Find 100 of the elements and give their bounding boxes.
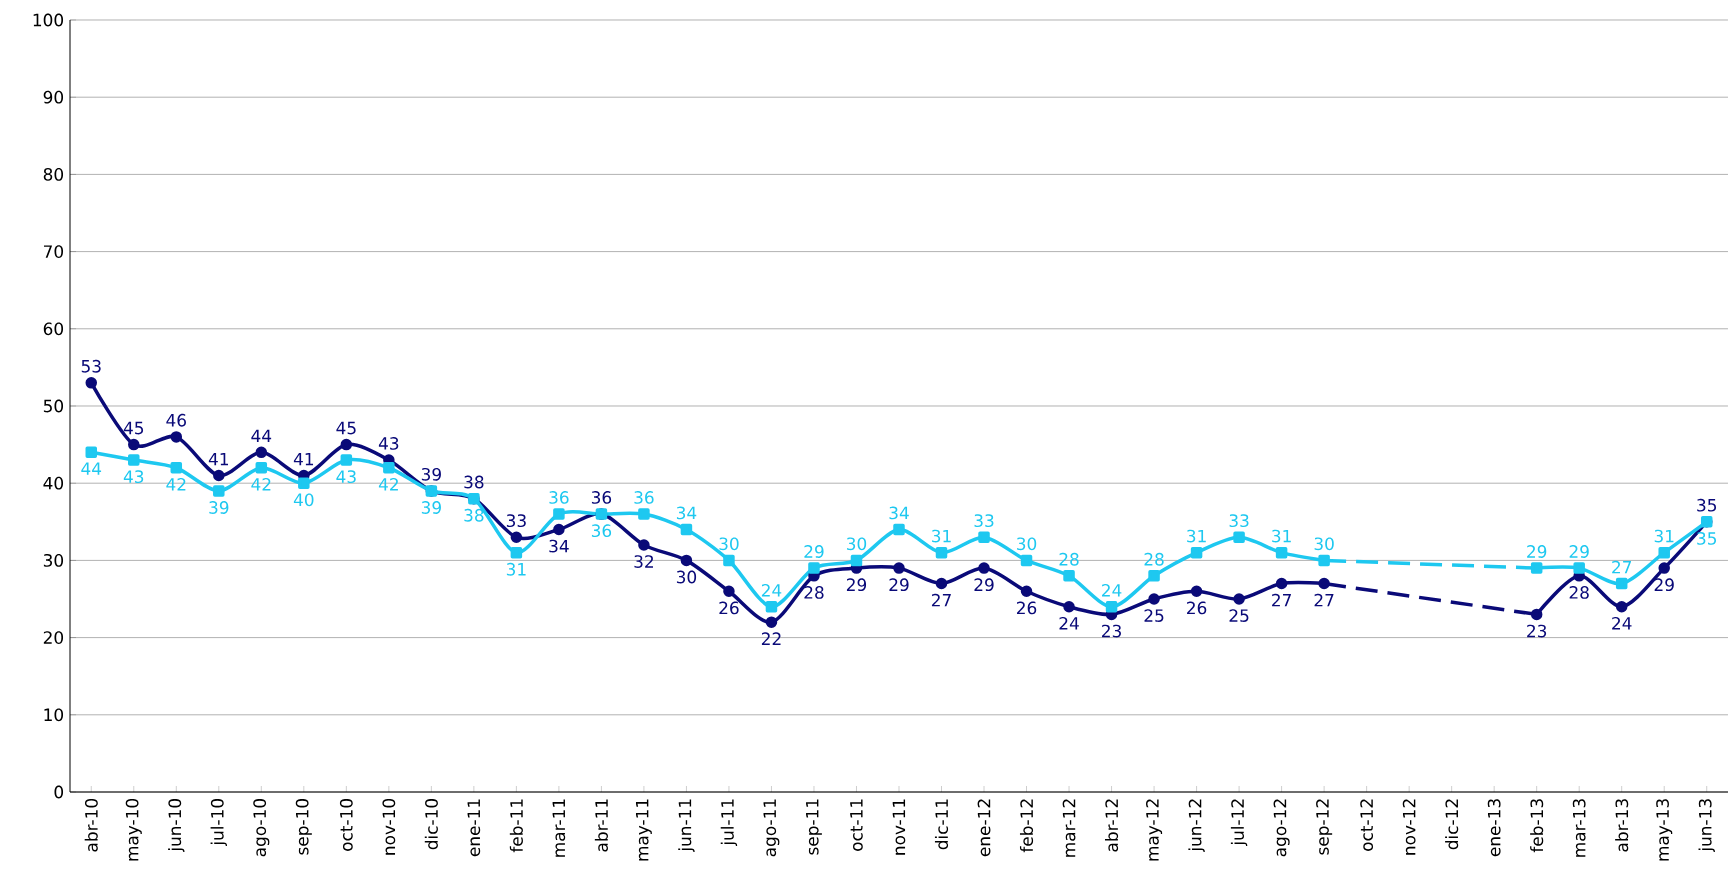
x-tick-label: feb-11 bbox=[509, 799, 523, 853]
data-label: 43 bbox=[336, 470, 356, 484]
data-label: 44 bbox=[81, 462, 102, 475]
point bbox=[510, 546, 523, 559]
point bbox=[298, 477, 310, 489]
point bbox=[723, 585, 735, 598]
point bbox=[680, 554, 693, 567]
data-label: 29 bbox=[1569, 545, 1589, 558]
data-label: 30 bbox=[719, 537, 739, 551]
x-tick-label: jun-13 bbox=[1698, 799, 1715, 852]
data-label: 23 bbox=[1527, 624, 1547, 638]
point bbox=[680, 523, 693, 536]
data-label: 24 bbox=[1102, 583, 1122, 597]
data-label: 43 bbox=[123, 470, 144, 484]
data-label: 33 bbox=[506, 514, 526, 528]
x-tick-label: oct-12 bbox=[1360, 799, 1374, 851]
x-tick-label: abr-13 bbox=[1615, 799, 1629, 852]
point bbox=[85, 377, 98, 389]
x-tick-label: sep-11 bbox=[806, 799, 822, 855]
point bbox=[1658, 546, 1670, 559]
data-label: 34 bbox=[549, 539, 569, 553]
point bbox=[1615, 577, 1628, 590]
data-label: 26 bbox=[1016, 601, 1037, 615]
data-label: 42 bbox=[166, 477, 186, 491]
data-label: 28 bbox=[1569, 586, 1589, 599]
data-label: 36 bbox=[634, 491, 654, 504]
data-label: 41 bbox=[208, 452, 229, 466]
data-label: 23 bbox=[1102, 624, 1121, 638]
data-label: 44 bbox=[251, 429, 272, 443]
point bbox=[1190, 546, 1203, 559]
data-label: 39 bbox=[421, 501, 441, 514]
point bbox=[1020, 585, 1033, 598]
y-tick-label: 20 bbox=[43, 631, 64, 644]
data-label: 35 bbox=[1697, 498, 1717, 512]
point bbox=[765, 616, 778, 628]
point bbox=[213, 485, 225, 497]
y-tick-label: 0 bbox=[54, 785, 64, 799]
point bbox=[510, 531, 523, 543]
x-tick-label: oct-10 bbox=[339, 798, 353, 851]
x-tick-label: ene-12 bbox=[977, 799, 991, 857]
point bbox=[128, 454, 140, 466]
point bbox=[1190, 585, 1203, 598]
data-label: 31 bbox=[506, 562, 526, 576]
data-label: 28 bbox=[1144, 552, 1164, 566]
x-tick-label: dic-12 bbox=[1445, 799, 1459, 850]
data-label: 36 bbox=[549, 491, 569, 504]
point bbox=[978, 531, 990, 543]
point bbox=[553, 508, 565, 520]
x-tick-label: may-12 bbox=[1146, 799, 1163, 861]
x-tick-label: jun-10 bbox=[168, 798, 185, 852]
data-label: 31 bbox=[1272, 529, 1291, 543]
data-label: 38 bbox=[464, 508, 484, 522]
data-label: 31 bbox=[932, 529, 951, 543]
data-label: 34 bbox=[889, 506, 909, 520]
x-tick-label: feb-13 bbox=[1530, 799, 1544, 853]
x-tick-label: ene-13 bbox=[1487, 799, 1501, 857]
y-tick-label: 80 bbox=[43, 167, 64, 181]
x-tick-label: ago-10 bbox=[253, 798, 270, 857]
point bbox=[1275, 546, 1288, 559]
data-label: 29 bbox=[889, 578, 909, 592]
point bbox=[808, 562, 820, 574]
x-tick-label: jul-10 bbox=[210, 798, 227, 846]
data-label: 32 bbox=[634, 555, 653, 568]
point bbox=[1275, 577, 1288, 590]
data-label: 27 bbox=[1314, 593, 1334, 607]
point bbox=[1233, 593, 1245, 605]
x-tick-label: abr-10 bbox=[84, 798, 98, 852]
point bbox=[1573, 562, 1585, 574]
point bbox=[1063, 570, 1075, 582]
x-tick-label: ago-11 bbox=[763, 799, 780, 857]
point bbox=[765, 600, 778, 613]
data-label: 29 bbox=[974, 578, 994, 592]
data-label: 45 bbox=[123, 421, 144, 435]
point bbox=[128, 438, 140, 451]
point bbox=[1020, 554, 1033, 567]
data-label: 30 bbox=[676, 570, 697, 584]
point bbox=[1615, 600, 1628, 613]
x-tick-label: abr-12 bbox=[1104, 799, 1119, 852]
data-label: 35 bbox=[1697, 531, 1717, 545]
data-label: 46 bbox=[166, 413, 186, 427]
data-label: 29 bbox=[1527, 545, 1547, 558]
data-label: 34 bbox=[676, 506, 697, 520]
data-label: 39 bbox=[421, 467, 441, 481]
point bbox=[255, 462, 268, 474]
data-label: 27 bbox=[1272, 593, 1291, 607]
point bbox=[935, 577, 948, 590]
point bbox=[723, 554, 735, 567]
x-tick-label: nov-11 bbox=[892, 799, 906, 855]
data-label: 27 bbox=[931, 593, 951, 607]
data-label: 24 bbox=[761, 583, 782, 597]
data-label: 27 bbox=[1612, 560, 1632, 574]
point bbox=[1063, 600, 1075, 613]
data-label: 36 bbox=[591, 491, 612, 504]
x-tick-label: jul-12 bbox=[1230, 799, 1248, 846]
point bbox=[170, 431, 183, 443]
point bbox=[893, 562, 905, 574]
x-tick-label: dic-11 bbox=[934, 799, 949, 850]
data-label: 38 bbox=[464, 475, 484, 489]
data-label: 33 bbox=[1229, 514, 1249, 528]
data-label: 28 bbox=[1059, 552, 1079, 566]
